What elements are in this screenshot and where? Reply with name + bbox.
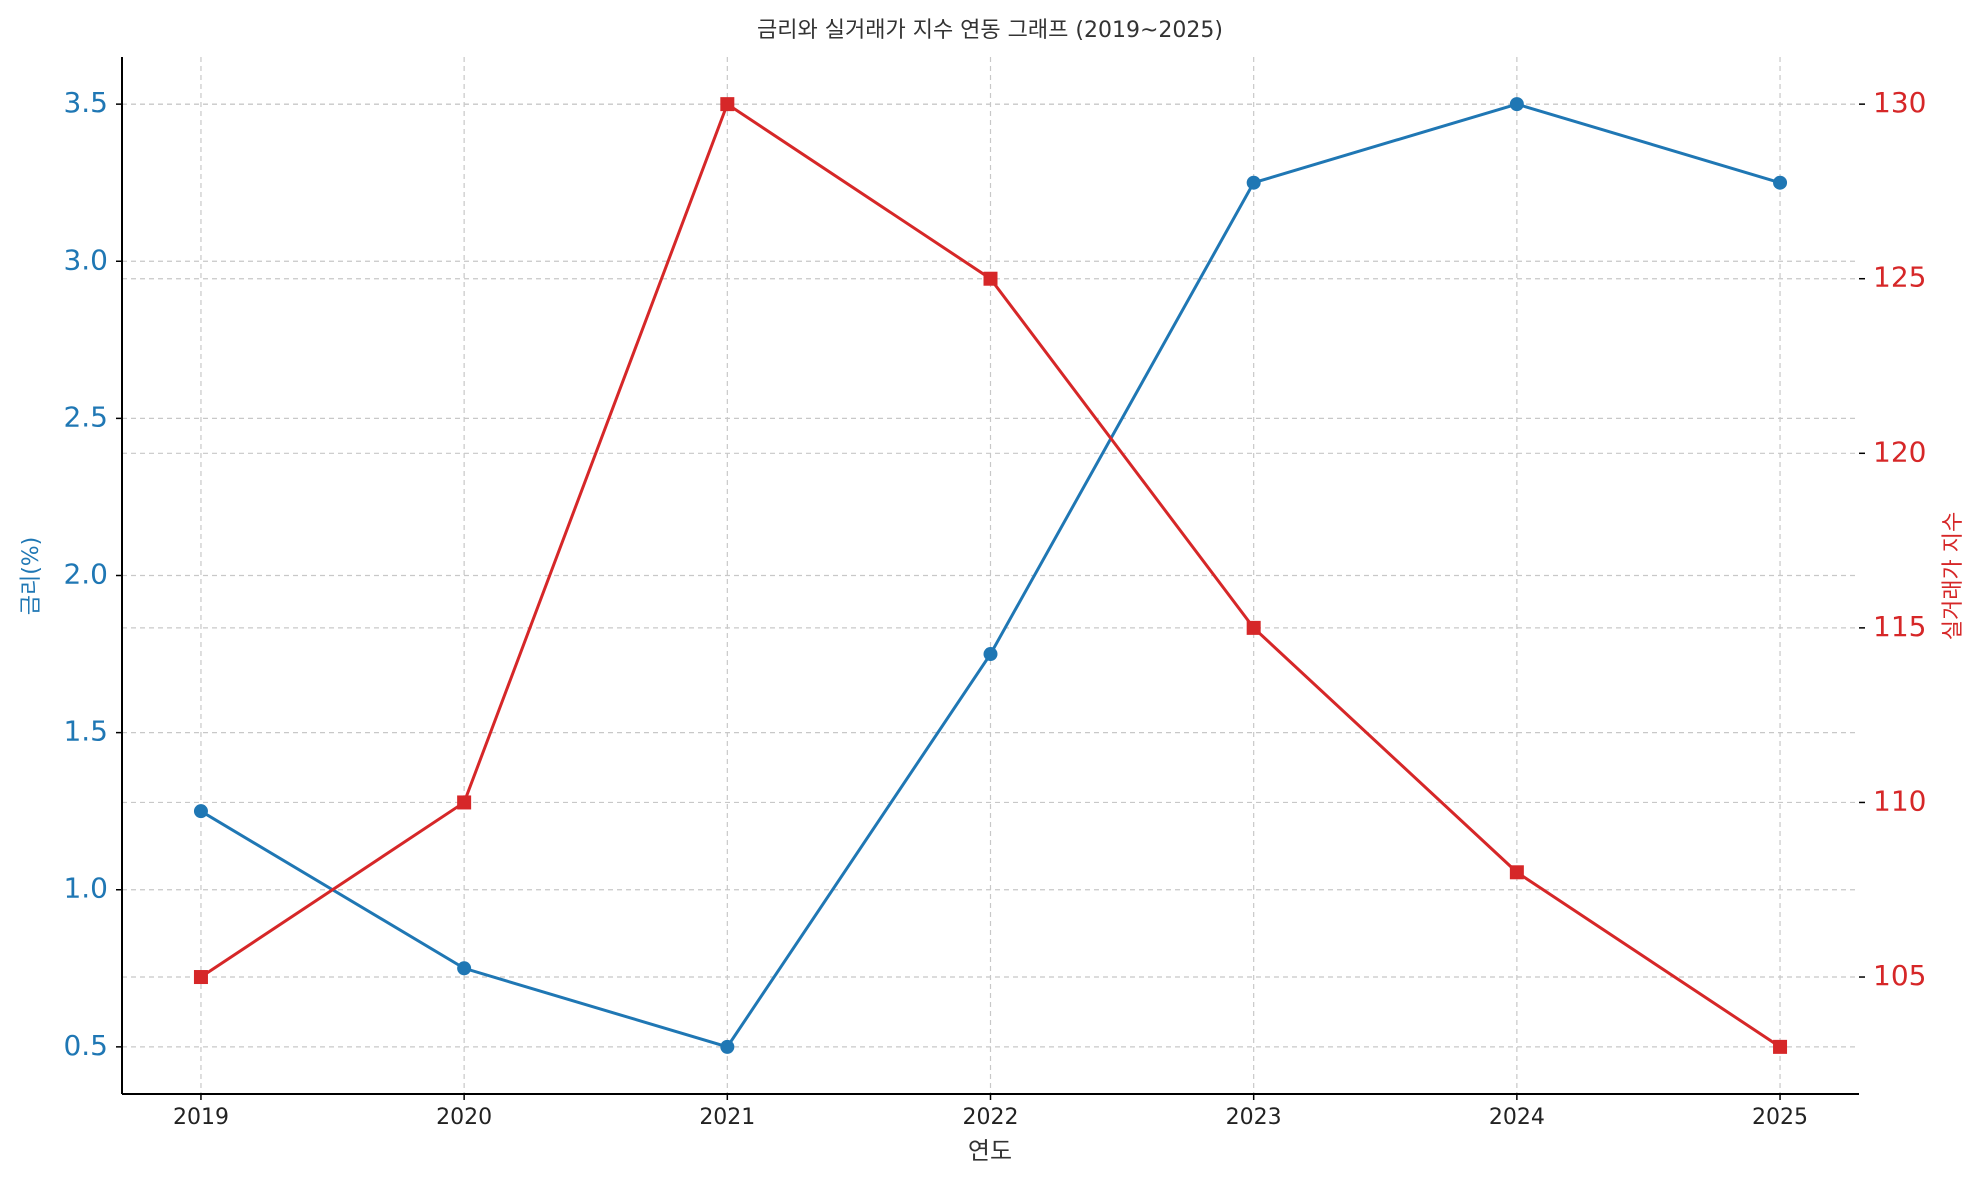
- y-tick-label: 0.5: [63, 1029, 108, 1062]
- y2-tick-label: 120: [1873, 435, 1926, 468]
- data-point: [457, 795, 472, 810]
- y-tick-label: 3.5: [63, 86, 108, 119]
- y-tick-label: 2.5: [63, 400, 108, 433]
- y-tick-label: 2.0: [63, 558, 108, 591]
- data-point: [1773, 1039, 1788, 1054]
- data-point: [193, 804, 208, 819]
- data-point: [983, 647, 998, 662]
- x-tick-label: 2023: [1226, 1105, 1282, 1130]
- x-tick-label: 2020: [436, 1105, 492, 1130]
- data-point: [1509, 865, 1524, 880]
- x-tick-label: 2019: [173, 1105, 229, 1130]
- y-tick-label: 3.0: [63, 243, 108, 276]
- y-tick-label: 1.5: [63, 715, 108, 748]
- data-point: [720, 1039, 735, 1054]
- x-tick-label: 2024: [1489, 1105, 1545, 1130]
- x-tick-label: 2022: [963, 1105, 1019, 1130]
- data-point: [457, 961, 472, 976]
- y-tick-label: 1.0: [63, 872, 108, 905]
- x-tick-label: 2025: [1752, 1105, 1808, 1130]
- data-point: [1509, 97, 1524, 112]
- y2-tick-label: 130: [1873, 86, 1926, 119]
- y2-tick-label: 115: [1873, 610, 1926, 643]
- x-axis-label: 연도: [968, 1137, 1012, 1165]
- data-point: [1773, 175, 1788, 190]
- data-point: [1246, 620, 1261, 635]
- data-point: [1246, 175, 1261, 190]
- y2-tick-label: 105: [1873, 959, 1926, 992]
- x-tick-label: 2021: [699, 1105, 755, 1130]
- chart-title: 금리와 실거래가 지수 연동 그래프 (2019~2025): [757, 18, 1223, 43]
- data-point: [193, 970, 208, 985]
- y-axis-label: 금리(%): [19, 537, 44, 616]
- y2-tick-label: 110: [1873, 784, 1926, 817]
- y2-tick-label: 125: [1873, 261, 1926, 294]
- data-point: [983, 271, 998, 286]
- data-point: [720, 97, 735, 112]
- y2-axis-label: 실거래가 지수: [1941, 512, 1966, 640]
